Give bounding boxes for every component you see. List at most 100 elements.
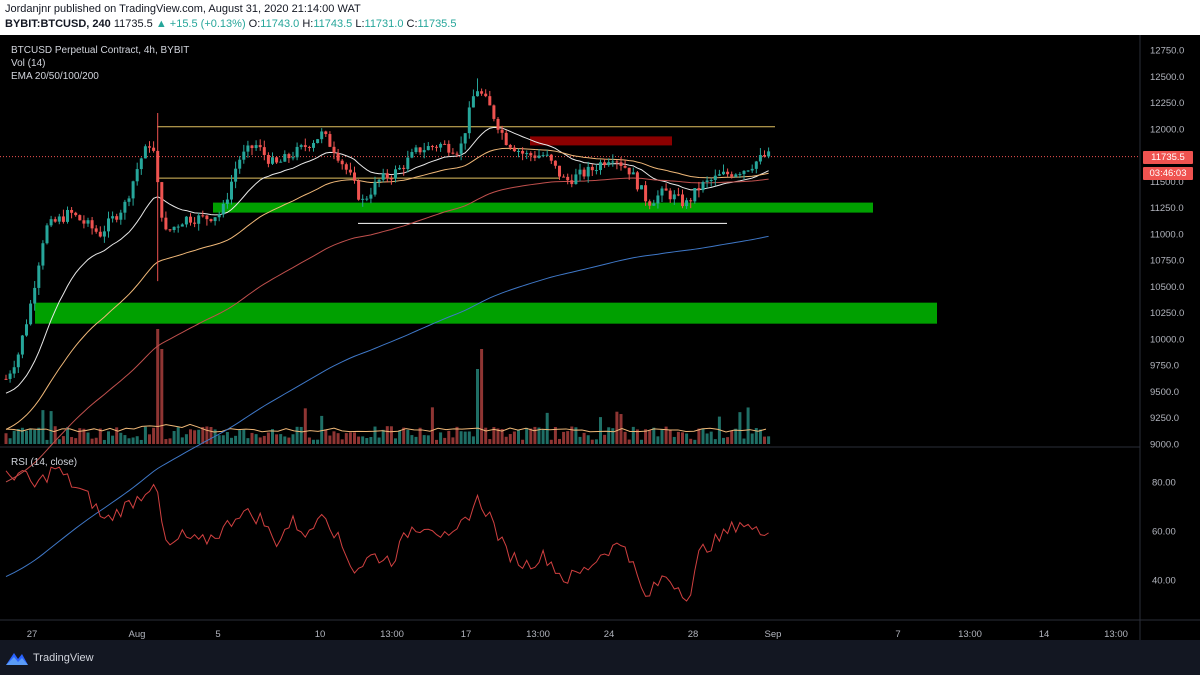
candle-body [623, 165, 627, 168]
candle-body [439, 143, 443, 148]
candle-body [709, 179, 713, 181]
candle-body [549, 154, 553, 161]
chart-area[interactable]: 12750.012500.012250.012000.011750.011500… [0, 35, 1200, 640]
volume-bar [599, 417, 602, 444]
candle-body [484, 93, 488, 97]
candle-body [254, 145, 258, 149]
volume-bar [275, 434, 279, 444]
volume-bar [455, 426, 459, 444]
volume-bar [590, 439, 594, 444]
time-tick-label: Aug [129, 629, 146, 640]
volume-bar [631, 426, 635, 444]
volume-bar [74, 438, 78, 444]
candle-body [676, 194, 680, 196]
candle-body [635, 172, 639, 190]
volume-bar [529, 428, 533, 444]
candle-body [303, 145, 307, 147]
volume-bar [94, 437, 98, 444]
volume-bar [676, 431, 680, 444]
candle-body [16, 354, 20, 368]
resistance-zone [530, 136, 672, 146]
volume-bar [492, 427, 496, 444]
volume-bar [193, 430, 197, 444]
candle-body [225, 199, 229, 204]
candle-body [279, 161, 283, 163]
volume-bar [189, 429, 192, 444]
candle-body [205, 215, 209, 220]
candle-body [332, 146, 336, 153]
bar-countdown-tag: 03:46:03 [1143, 167, 1193, 180]
drawing-zones[interactable] [0, 126, 1140, 324]
volume-bar [385, 426, 389, 444]
candle-body [504, 132, 508, 145]
time-tick-label: Sep [765, 629, 782, 640]
volume-bar [414, 436, 418, 444]
time-tick-label: 14 [1039, 629, 1050, 640]
candle-body [348, 169, 352, 173]
price-tick-label: 9500.0 [1150, 387, 1179, 398]
volume-bar [672, 436, 676, 444]
volume-bar [86, 432, 90, 444]
volume-bar [242, 429, 246, 444]
candles[interactable] [4, 78, 771, 383]
volume-bar [29, 429, 33, 444]
time-tick-label: 7 [895, 629, 900, 640]
volume-bar [644, 429, 648, 444]
candle-body [201, 215, 205, 217]
candle-body [299, 145, 303, 147]
volume-bar [107, 431, 110, 444]
volume-bar [451, 437, 455, 444]
candle-body [558, 165, 561, 177]
chart-canvas[interactable]: 12750.012500.012250.012000.011750.011500… [0, 35, 1200, 640]
volume-bar [119, 432, 123, 444]
candle-body [668, 190, 672, 200]
close-value: 11735.5 [417, 18, 457, 30]
candle-body [57, 216, 61, 222]
candle-body [726, 171, 730, 175]
volume-bar [574, 427, 578, 444]
volume-bar [640, 439, 643, 444]
volume-bar [635, 429, 639, 444]
volume-bar [615, 411, 619, 444]
candle-body [418, 147, 422, 153]
volume-bar [312, 439, 315, 444]
candle-body [521, 150, 525, 154]
candle-body [599, 162, 602, 171]
candle-body [12, 367, 16, 374]
time-tick-label: 27 [27, 629, 38, 640]
volume-bar [607, 427, 611, 444]
volume-bar [307, 437, 311, 444]
candle-body [467, 107, 471, 134]
volume-bar [143, 426, 147, 444]
volume-bar [578, 436, 582, 444]
volume-bar [738, 412, 742, 444]
open-label: O: [248, 18, 261, 30]
candle-body [656, 195, 660, 204]
volume-bar [4, 433, 8, 444]
volume-bar [512, 431, 516, 444]
volume-bar [463, 431, 467, 444]
volume-bar [164, 439, 168, 444]
volume-bar [763, 436, 766, 444]
volume-bar [500, 428, 504, 444]
candle-body [168, 229, 172, 231]
price-tick-label: 11000.0 [1150, 229, 1184, 240]
volume-bar [82, 428, 86, 444]
volume-bar [8, 438, 12, 444]
volume-bar [283, 436, 287, 444]
candle-body [357, 180, 361, 200]
candle-body [459, 143, 463, 154]
volume-bar [361, 436, 365, 444]
candle-body [8, 373, 12, 379]
volume-bar [271, 429, 274, 444]
candle-body [500, 129, 504, 133]
volume-bar [324, 429, 328, 444]
volume-bar [439, 432, 443, 444]
candle-body [713, 175, 717, 180]
candle-body [160, 182, 164, 218]
candle-body [193, 222, 197, 224]
volume-bar [410, 435, 414, 444]
volume-bar [201, 426, 205, 444]
tradingview-brand[interactable]: TradingView [6, 651, 94, 665]
candle-body [570, 180, 574, 185]
